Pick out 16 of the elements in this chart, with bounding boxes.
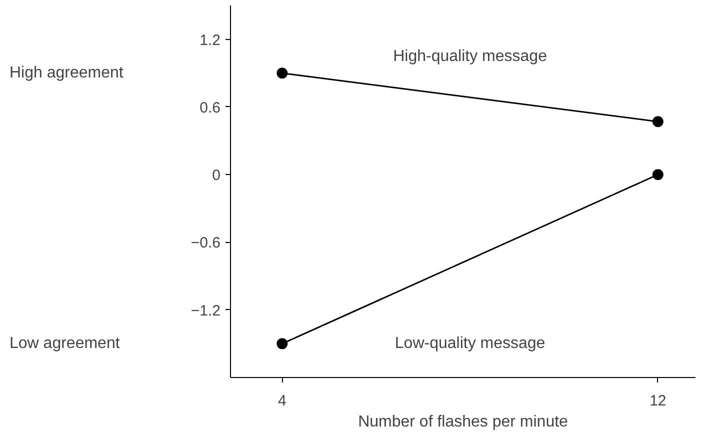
x-axis-title: Number of flashes per minute — [358, 414, 568, 430]
point — [276, 338, 288, 350]
text: Low-quality message — [394, 335, 546, 352]
point — [652, 116, 664, 128]
x-tick-label: 4 — [278, 392, 286, 410]
y-tick-label: −0.6 — [190, 234, 221, 252]
point — [276, 68, 288, 79]
series-label: High-quality message — [393, 48, 548, 66]
point — [652, 169, 664, 180]
text: High agreement — [10, 64, 124, 82]
x-tick-label: 12 — [650, 392, 666, 410]
y-tick-label: 0 — [212, 167, 220, 184]
y-tick-label: 0.6 — [200, 99, 221, 116]
text: Low agreement — [10, 335, 120, 352]
y-tick-label: −1.2 — [190, 302, 221, 320]
y-tick-label: 1.2 — [200, 32, 221, 49]
